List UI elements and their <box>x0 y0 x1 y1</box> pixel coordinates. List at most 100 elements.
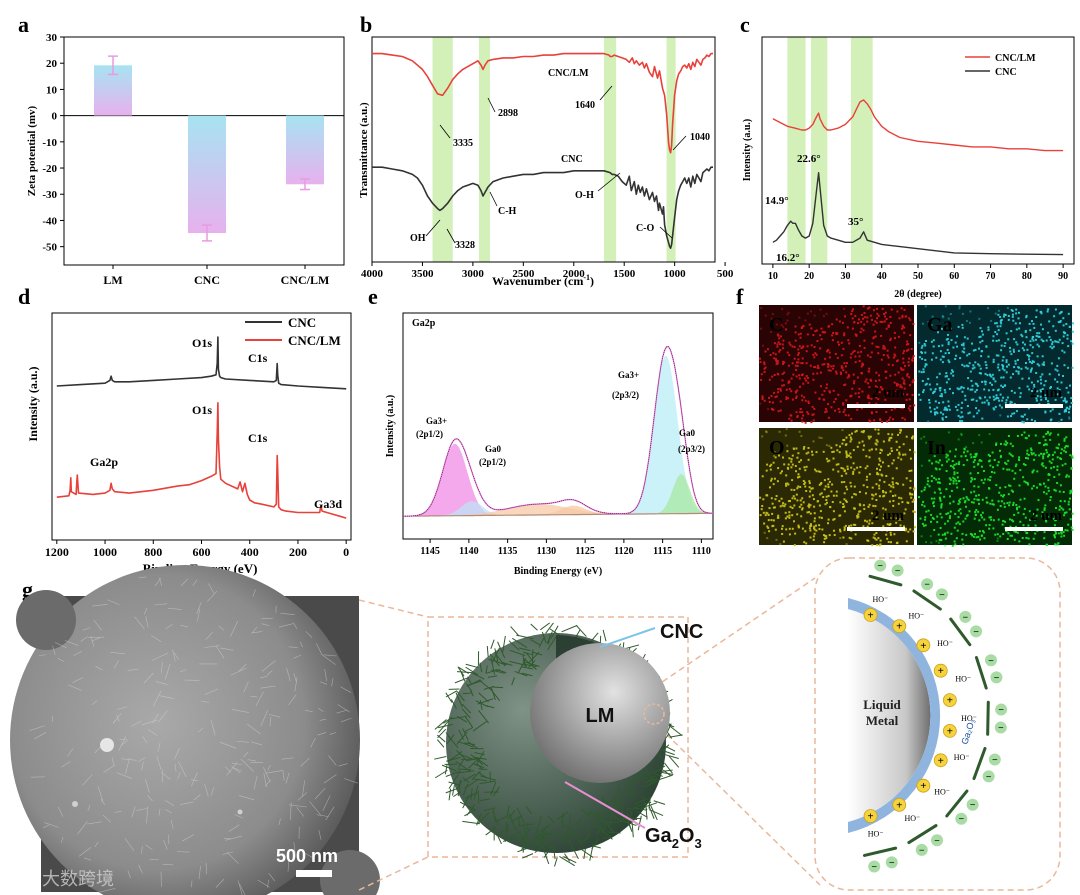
eds-pixel <box>963 347 966 350</box>
fiber <box>263 767 271 782</box>
eds-pixel <box>826 350 828 353</box>
panel-label-d: d <box>18 284 30 309</box>
eds-pixel <box>1046 430 1049 433</box>
eds-pixel <box>900 429 902 432</box>
eds-pixel <box>911 359 914 362</box>
eds-pixel <box>987 328 990 331</box>
cnc-fiber <box>512 637 528 648</box>
eds-pixel <box>840 372 842 375</box>
eds-pixel <box>969 388 972 391</box>
eds-pixel <box>858 355 861 358</box>
eds-pixel <box>979 335 982 338</box>
eds-pixel <box>952 476 955 479</box>
eds-pixel <box>880 334 883 337</box>
fiber <box>336 709 348 714</box>
eds-pixel <box>1027 457 1029 460</box>
eds-pixel <box>1044 439 1047 442</box>
eds-pixel <box>1067 345 1070 348</box>
eds-pixel <box>999 486 1002 489</box>
eds-pixel <box>813 314 816 317</box>
eds-pixel <box>1033 518 1036 521</box>
eds-pixel <box>956 409 959 412</box>
eds-pixel <box>893 353 896 356</box>
eds-pixel <box>1069 490 1072 493</box>
eds-pixel <box>768 507 771 510</box>
eds-pixel <box>1018 387 1021 390</box>
eds-pixel <box>913 511 916 513</box>
eds-pixel <box>945 456 948 459</box>
peak-label-2p32-a: (2p3/2) <box>612 390 639 400</box>
eds-pixel <box>859 466 862 468</box>
eds-pixel <box>1006 307 1009 310</box>
eds-pixel <box>797 524 800 527</box>
fiber <box>120 739 128 746</box>
eds-pixel <box>1066 337 1069 340</box>
eds-pixel <box>860 327 863 330</box>
eds-pixel <box>987 307 989 310</box>
cnc-fiber <box>522 659 528 668</box>
eds-pixel <box>1004 342 1007 345</box>
eds-pixel <box>1026 367 1029 370</box>
eds-pixel <box>960 407 963 409</box>
series-line-cnc <box>772 171 1064 256</box>
eds-pixel <box>1011 315 1014 318</box>
eds-pixel <box>908 470 911 472</box>
cnc-fiber <box>471 672 485 680</box>
eds-pixel <box>815 451 818 454</box>
eds-pixel <box>788 380 791 383</box>
eds-pixel <box>837 393 840 396</box>
eds-pixel <box>809 529 812 532</box>
eds-pixel <box>925 363 928 366</box>
eds-pixel <box>803 396 806 399</box>
eds-pixel <box>985 524 988 527</box>
eds-pixel <box>1063 534 1066 537</box>
eds-pixel <box>877 432 880 435</box>
eds-pixel <box>1048 433 1051 436</box>
cnc-fiber <box>456 671 473 674</box>
eds-pixel <box>760 373 763 376</box>
eds-pixel <box>807 412 810 415</box>
eds-pixel <box>803 541 806 544</box>
eds-pixel <box>760 379 763 381</box>
cnc-fiber <box>437 723 454 729</box>
eds-pixel <box>808 323 811 326</box>
eds-pixel <box>1002 376 1005 379</box>
eds-pixel <box>839 530 842 533</box>
x-tick-label: 40 <box>877 271 887 282</box>
eds-pixel <box>1029 340 1032 343</box>
eds-pixel <box>1000 319 1003 321</box>
eds-pixel <box>890 541 892 544</box>
eds-pixel <box>1017 317 1020 320</box>
eds-pixel <box>974 455 977 458</box>
fiber <box>234 814 244 819</box>
eds-pixel <box>903 525 905 528</box>
eds-pixel <box>901 417 904 419</box>
eds-pixel <box>842 467 845 470</box>
eds-pixel <box>848 536 851 539</box>
eds-pixel <box>898 518 901 521</box>
eds-pixel <box>856 376 859 379</box>
eds-pixel <box>1068 411 1070 414</box>
eds-pixel <box>1015 410 1018 413</box>
eds-pixel <box>911 500 914 503</box>
eds-pixel <box>918 356 921 359</box>
eds-pixel <box>1018 540 1021 543</box>
eds-pixel <box>1006 502 1009 505</box>
eds-pixel <box>997 363 1000 366</box>
cnc-fiber <box>517 658 527 674</box>
eds-pixel <box>849 436 852 439</box>
eds-pixel <box>1036 508 1039 511</box>
eds-pixel <box>805 375 808 377</box>
cnc-fiber <box>652 765 666 775</box>
eds-pixel <box>903 308 906 311</box>
eds-pixel <box>812 535 815 538</box>
eds-pixel <box>877 537 880 540</box>
eds-pixel <box>884 394 886 397</box>
eds-pixel <box>1023 480 1026 483</box>
eds-pixel <box>1010 389 1013 392</box>
peak-label-14-9: 14.9° <box>765 195 789 207</box>
eds-pixel <box>939 350 942 353</box>
eds-pixel <box>985 366 988 369</box>
eds-pixel <box>831 501 834 503</box>
eds-pixel <box>886 537 889 540</box>
